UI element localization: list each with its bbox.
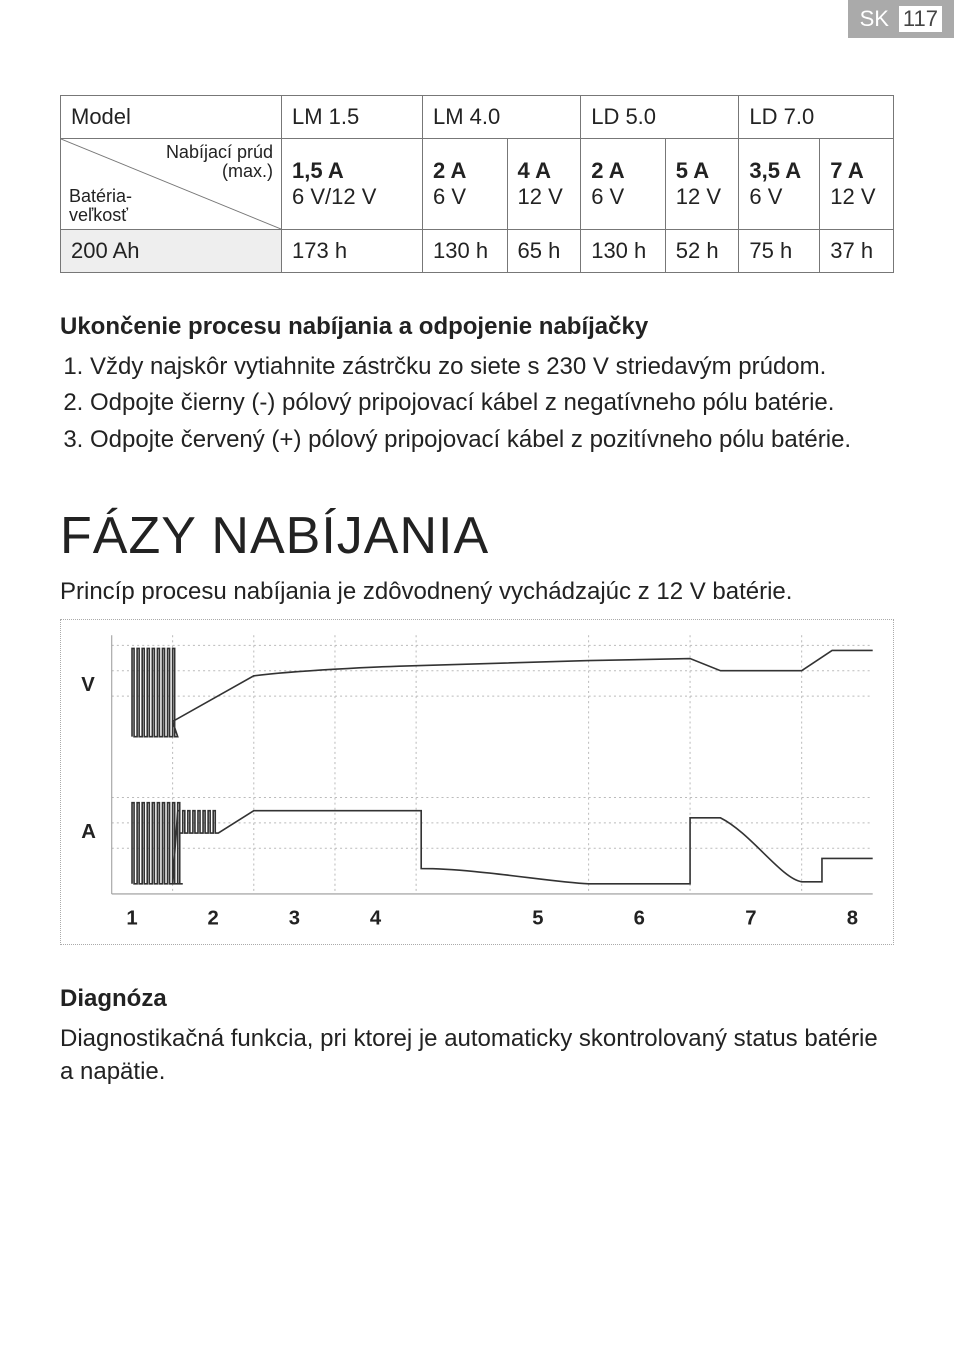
page-header: SK 117 (848, 0, 954, 38)
svg-text:5: 5 (532, 907, 543, 929)
r1c5a: 5 A (676, 158, 709, 183)
r1c3b: 12 V (518, 184, 563, 209)
r1c7: 7 A 12 V (820, 139, 894, 230)
r2c4: 130 h (581, 230, 666, 273)
r1c5: 5 A 12 V (665, 139, 739, 230)
lang-badge: SK (860, 6, 889, 32)
r2c1: 173 h (282, 230, 423, 273)
svg-text:V: V (81, 674, 95, 696)
th-ld50: LD 5.0 (581, 96, 739, 139)
section2-title: Diagnóza (60, 985, 894, 1013)
r1c1a: 1,5 A (292, 158, 344, 183)
r1c2a: 2 A (433, 158, 466, 183)
svg-text:6: 6 (634, 907, 645, 929)
r1c3a: 4 A (518, 158, 551, 183)
r2c5: 52 h (665, 230, 739, 273)
svg-text:7: 7 (745, 907, 756, 929)
r1c4: 2 A 6 V (581, 139, 666, 230)
r2c6: 75 h (739, 230, 820, 273)
svg-text:8: 8 (847, 907, 858, 929)
r1c6b: 6 V (749, 184, 782, 209)
th-model: Model (61, 96, 282, 139)
charging-phase-chart: V A 1 2 3 4 5 6 7 8 (60, 619, 894, 946)
spec-table: Model LM 1.5 LM 4.0 LD 5.0 LD 7.0 Nabíja… (60, 95, 894, 273)
section2-body: Diagnostikačná funkcia, pri ktorej je au… (60, 1023, 894, 1088)
r1c7a: 7 A (830, 158, 863, 183)
step-1: Vždy najskôr vytiahnite zástrčku zo siet… (90, 351, 894, 383)
r1c2: 2 A 6 V (423, 139, 508, 230)
step-3: Odpojte červený (+) pólový pripojovací k… (90, 424, 894, 456)
svg-text:A: A (81, 821, 96, 843)
r1c1b: 6 V/12 V (292, 184, 376, 209)
r2c3: 65 h (507, 230, 581, 273)
r1c2b: 6 V (433, 184, 466, 209)
r1c4b: 6 V (591, 184, 624, 209)
diag-mid: (max.) (222, 161, 273, 181)
r1c7b: 12 V (830, 184, 875, 209)
th-lm40: LM 4.0 (423, 96, 581, 139)
r1c4a: 2 A (591, 158, 624, 183)
svg-text:3: 3 (289, 907, 300, 929)
th-ld70: LD 7.0 (739, 96, 894, 139)
r1c5b: 12 V (676, 184, 721, 209)
step-2: Odpojte čierny (-) pólový pripojovací ká… (90, 387, 894, 419)
intro-text: Princíp procesu nabíjania je zdôvodnený … (60, 576, 894, 608)
th-diagonal: Nabíjací prúd (max.) Batéria- veľkosť (61, 139, 282, 230)
page-title: FÁZY NABÍJANIA (60, 506, 894, 566)
th-lm15: LM 1.5 (282, 96, 423, 139)
svg-text:4: 4 (370, 907, 382, 929)
r1c3: 4 A 12 V (507, 139, 581, 230)
r2-label: 200 Ah (61, 230, 282, 273)
r2c2: 130 h (423, 230, 508, 273)
r2c7: 37 h (820, 230, 894, 273)
r1c1: 1,5 A 6 V/12 V (282, 139, 423, 230)
diag-bot2: veľkosť (69, 205, 128, 225)
diag-top: Nabíjací prúd (166, 142, 273, 162)
page-number: 117 (899, 6, 942, 32)
steps-list: Vždy najskôr vytiahnite zástrčku zo siet… (60, 351, 894, 456)
diag-bot1: Batéria- (69, 186, 132, 206)
svg-text:1: 1 (126, 907, 137, 929)
section1-title: Ukončenie procesu nabíjania a odpojenie … (60, 313, 894, 341)
svg-text:2: 2 (208, 907, 219, 929)
r1c6: 3,5 A 6 V (739, 139, 820, 230)
r1c6a: 3,5 A (749, 158, 801, 183)
